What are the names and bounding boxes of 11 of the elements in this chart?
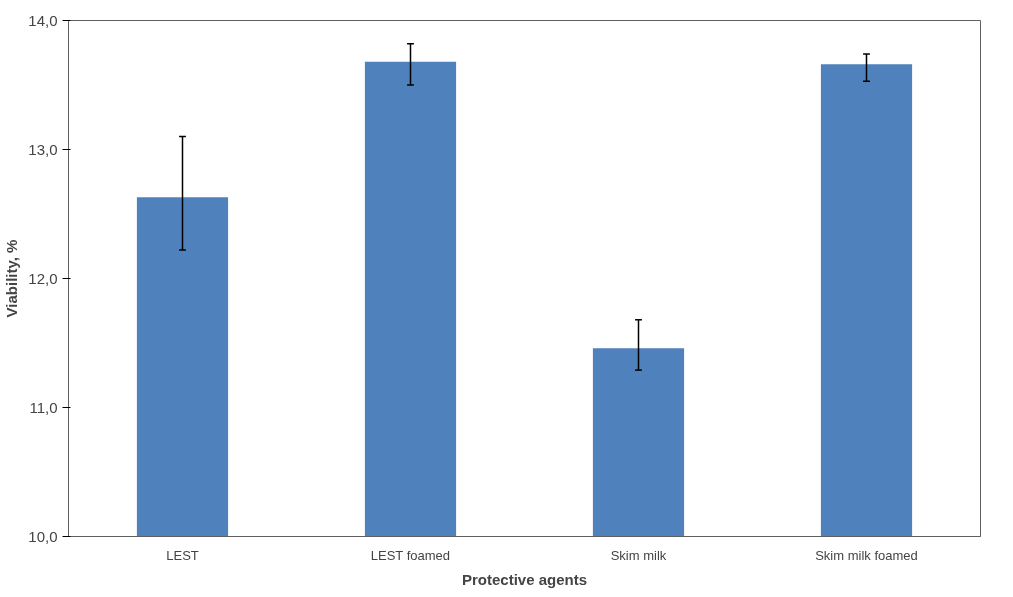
x-tick-label: LEST foamed: [370, 547, 451, 563]
y-tick-label: 13,0: [28, 140, 58, 158]
x-tick-label: LEST: [166, 547, 199, 563]
y-axis-title: Viability, %: [3, 239, 21, 318]
x-axis-title: Protective agents: [461, 570, 588, 588]
y-tick-label: 10,0: [28, 527, 58, 545]
x-tick-label: Skim milk: [610, 547, 667, 563]
x-tick-label: Skim milk foamed: [815, 547, 918, 563]
y-tick-label: 12,0: [28, 269, 58, 287]
y-tick-label: 11,0: [29, 398, 58, 416]
y-tick-label: 14,0: [28, 11, 58, 29]
